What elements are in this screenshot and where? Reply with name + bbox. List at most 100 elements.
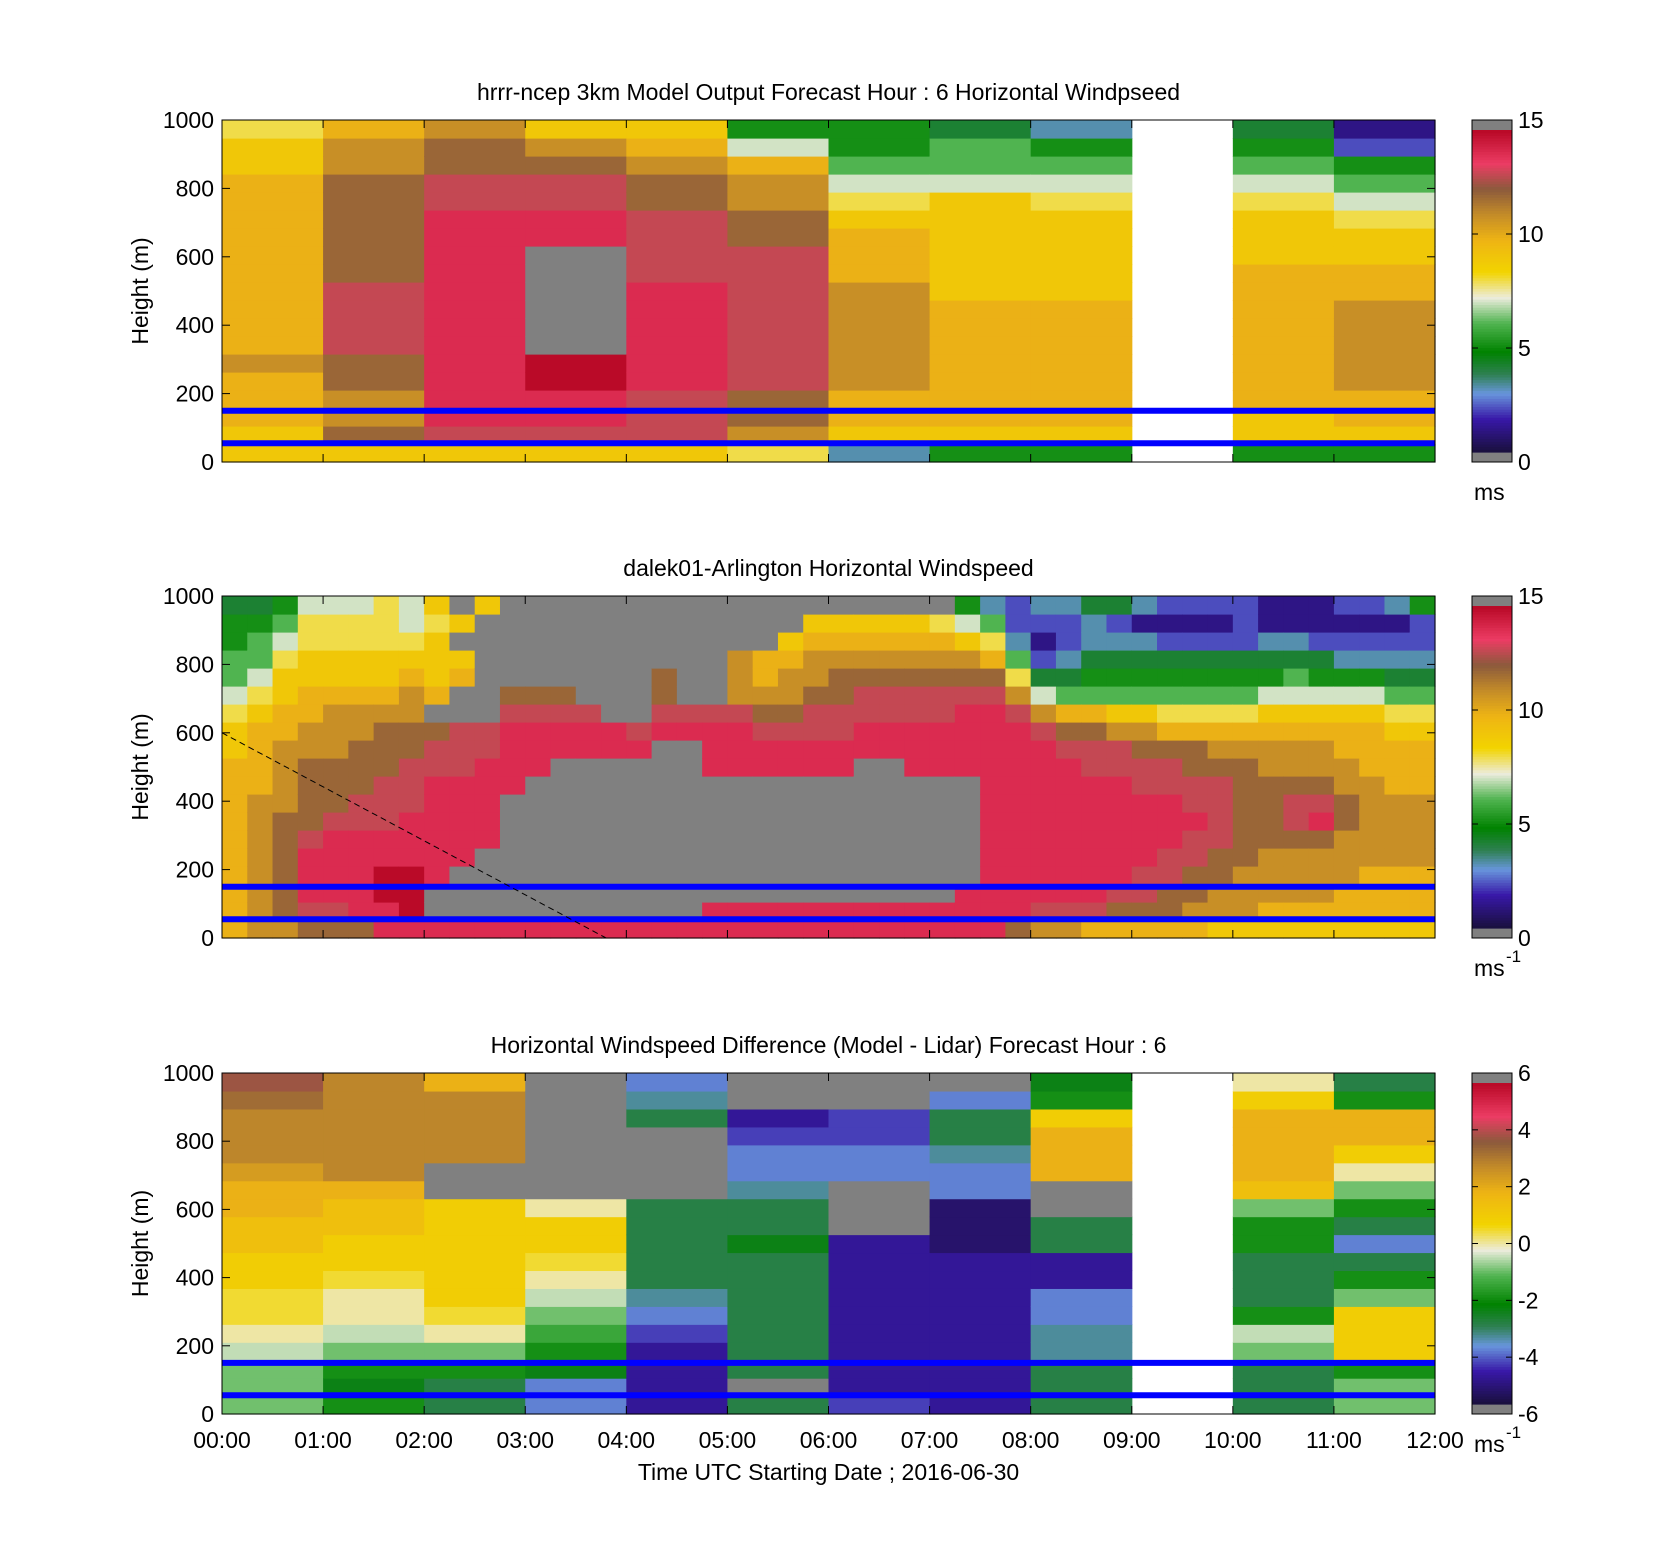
colorbar-segment <box>1472 1350 1512 1354</box>
heatmap-cell <box>828 426 931 445</box>
heatmap-cell <box>1333 668 1360 687</box>
heatmap-cell <box>323 1162 425 1182</box>
heatmap-cell <box>828 758 855 777</box>
colorbar-segment <box>1472 662 1512 666</box>
heatmap-cell <box>1131 632 1158 651</box>
y-tick-label: 0 <box>201 925 214 951</box>
heatmap-cell <box>424 192 526 211</box>
heatmap-cell <box>1384 722 1411 741</box>
heatmap-cell <box>1005 902 1032 921</box>
colorbar-segment <box>1472 242 1512 246</box>
heatmap-cell <box>222 318 324 337</box>
colorbar-tick-label: 2 <box>1518 1174 1531 1200</box>
heatmap-cell <box>1157 902 1183 921</box>
heatmap-cell <box>222 1126 324 1146</box>
heatmap-cell <box>727 300 830 319</box>
heatmap-cell <box>828 120 931 139</box>
x-tick-label: 08:00 <box>1002 1427 1060 1453</box>
colorbar-segment <box>1472 750 1512 755</box>
heatmap-cell <box>474 596 501 615</box>
colorbar-segment <box>1472 646 1512 650</box>
colorbar-segment <box>1472 237 1512 241</box>
heatmap-cell <box>1157 614 1183 633</box>
x-tick-label: 03:00 <box>496 1427 554 1453</box>
heatmap-cell <box>1030 668 1057 687</box>
heatmap-cell <box>676 614 703 633</box>
heatmap-cell <box>929 444 1032 463</box>
heatmap-cell <box>1333 174 1436 193</box>
heatmap-cell <box>1333 848 1360 867</box>
heatmap-cell <box>575 614 602 633</box>
colorbar-segment <box>1472 1173 1512 1178</box>
heatmap-cell <box>828 1126 931 1146</box>
colorbar-segment <box>1472 433 1512 437</box>
heatmap-cell <box>348 920 375 939</box>
heatmap-cell <box>1258 722 1284 741</box>
heatmap-cell <box>752 704 779 723</box>
heatmap-cell <box>575 776 602 795</box>
colorbar-segment <box>1472 914 1512 918</box>
heatmap-cell <box>1207 794 1234 813</box>
heatmap-cell <box>348 650 375 669</box>
heatmap-cell <box>323 632 349 651</box>
heatmap-cell <box>1384 920 1411 939</box>
heatmap-cell <box>777 668 804 687</box>
heatmap-cell <box>550 632 577 651</box>
heatmap-cell <box>1384 596 1411 615</box>
heatmap-cell <box>525 318 627 337</box>
heatmap-cell <box>550 776 577 795</box>
heatmap-cell <box>601 812 627 831</box>
heatmap-cell <box>373 830 400 849</box>
heatmap-cell <box>323 156 425 175</box>
heatmap-cell <box>247 758 274 777</box>
heatmap-cell <box>626 866 653 885</box>
heatmap-cell <box>272 686 299 705</box>
heatmap-cell <box>601 686 627 705</box>
heatmap-cell <box>1030 300 1133 319</box>
colorbar-segment <box>1472 288 1512 292</box>
heatmap-cell <box>777 776 804 795</box>
heatmap-cell <box>1131 848 1158 867</box>
colorbar-segment <box>1472 384 1512 389</box>
colorbar-segment <box>1472 616 1512 621</box>
heatmap-cell <box>651 596 678 615</box>
heatmap-cell <box>222 740 248 759</box>
colorbar-segment <box>1472 1165 1512 1170</box>
heatmap-cell <box>424 830 451 849</box>
heatmap-cell <box>272 596 299 615</box>
heatmap-cell <box>424 1216 526 1236</box>
heatmap-cell <box>1232 336 1335 355</box>
heatmap-cell <box>1359 920 1386 939</box>
colorbar-segment <box>1472 785 1512 790</box>
colorbar-segment <box>1472 382 1512 386</box>
heatmap-cell <box>474 668 501 687</box>
heatmap-cell <box>525 632 552 651</box>
heatmap-cell <box>676 722 703 741</box>
heatmap-cell <box>702 668 729 687</box>
colorbar-segment <box>1472 887 1512 892</box>
heatmap-cell <box>272 920 299 939</box>
heatmap-cell <box>424 1396 526 1415</box>
heatmap-cell <box>297 632 324 651</box>
heatmap-cell <box>828 1234 931 1254</box>
heatmap-cell <box>222 174 324 193</box>
heatmap-cell <box>1384 632 1411 651</box>
heatmap-cell <box>1131 740 1158 759</box>
heatmap-cell <box>676 776 703 795</box>
heatmap-cell <box>954 740 981 759</box>
colorbar-segment <box>1472 922 1512 926</box>
heatmap-cell <box>828 704 855 723</box>
heatmap-cell <box>323 1108 425 1128</box>
heatmap-cell <box>424 282 526 301</box>
colorbar-segment <box>1472 1363 1512 1368</box>
heatmap-cell <box>550 722 577 741</box>
heatmap-cell <box>626 1378 729 1397</box>
heatmap-cell <box>449 902 476 921</box>
heatmap-cell <box>626 264 729 283</box>
heatmap-cell <box>297 722 324 741</box>
heatmap-cell <box>651 650 678 669</box>
heatmap-cell <box>828 318 931 337</box>
heatmap-cell <box>929 282 1032 301</box>
heatmap-cell <box>803 668 830 687</box>
colorbar-segment <box>1472 258 1512 263</box>
